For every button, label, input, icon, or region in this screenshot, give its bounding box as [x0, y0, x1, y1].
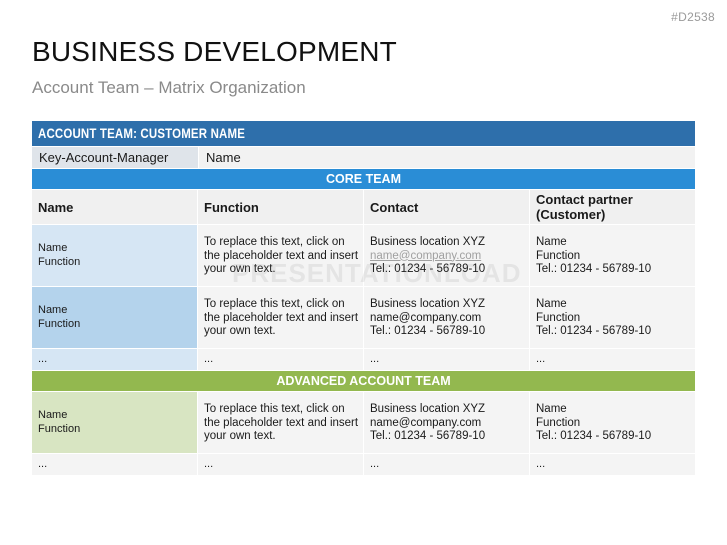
placeholder-cell[interactable]: ... — [198, 454, 363, 475]
contact-phone: Tel.: 01234 - 56789-10 — [370, 325, 486, 337]
partner-phone: Tel.: 01234 - 56789-10 — [536, 263, 652, 275]
desc-line: To replace this text, click on — [204, 403, 345, 415]
table-header: ACCOUNT TEAM: CUSTOMER NAME — [32, 121, 695, 146]
desc-line: To replace this text, click on — [204, 298, 345, 310]
contact-email-link[interactable]: name@company.com — [370, 249, 482, 262]
placeholder-cell[interactable]: ... — [32, 349, 197, 370]
desc-line: the placeholder text and insert — [204, 416, 359, 429]
core-team-band: CORE TEAM — [32, 169, 695, 189]
table-row: Name Function To replace this text, clic… — [32, 287, 695, 348]
member-cell[interactable]: Name Function — [32, 392, 197, 453]
partner-name: Name — [536, 236, 567, 248]
desc-line: your own text. — [204, 430, 276, 442]
member-function: Function — [38, 422, 81, 435]
partner-name: Name — [536, 403, 567, 415]
advanced-team-band: ADVANCED ACCOUNT TEAM — [32, 371, 695, 391]
contact-phone: Tel.: 01234 - 56789-10 — [370, 430, 486, 442]
page-subtitle: Account Team – Matrix Organization — [32, 78, 306, 97]
partner-function: Function — [536, 311, 581, 324]
kam-label: Key-Account-Manager — [32, 147, 198, 168]
contact-location: Business location XYZ — [370, 236, 486, 248]
function-description[interactable]: To replace this text, click on the place… — [198, 225, 363, 286]
desc-line: your own text. — [204, 263, 276, 275]
desc-line: the placeholder text and insert — [204, 311, 359, 324]
partner-function: Function — [536, 416, 581, 429]
column-header-row: Name Function Contact Contact partner (C… — [32, 190, 695, 224]
function-description[interactable]: To replace this text, click on the place… — [198, 392, 363, 453]
table-header-label: ACCOUNT TEAM: CUSTOMER NAME — [38, 125, 246, 141]
contact-email: name@company.com — [370, 416, 482, 429]
member-name: Name — [38, 242, 68, 254]
function-description[interactable]: To replace this text, click on the place… — [198, 287, 363, 348]
table-row: Name Function To replace this text, clic… — [32, 392, 695, 453]
placeholder-cell[interactable]: ... — [364, 454, 529, 475]
slide-id: #D2538 — [671, 10, 715, 24]
desc-line: the placeholder text and insert — [204, 249, 359, 262]
column-header-function: Function — [198, 190, 363, 224]
member-function: Function — [38, 317, 81, 330]
kam-value[interactable]: Name — [199, 147, 695, 168]
contact-cell[interactable]: Business location XYZ name@company.com T… — [364, 225, 529, 286]
member-name: Name — [38, 304, 68, 316]
placeholder-cell[interactable]: ... — [32, 454, 197, 475]
table-row-placeholder: ... ... ... ... — [32, 349, 695, 370]
member-cell[interactable]: Name Function — [32, 287, 197, 348]
contact-phone: Tel.: 01234 - 56789-10 — [370, 263, 486, 275]
partner-function: Function — [536, 249, 581, 262]
partner-cell[interactable]: Name Function Tel.: 01234 - 56789-10 — [530, 225, 695, 286]
desc-line: your own text. — [204, 325, 276, 337]
column-header-partner: Contact partner (Customer) — [530, 190, 695, 224]
member-name: Name — [38, 409, 68, 421]
placeholder-cell[interactable]: ... — [364, 349, 529, 370]
contact-location: Business location XYZ — [370, 298, 486, 310]
contact-cell[interactable]: Business location XYZ name@company.com T… — [364, 287, 529, 348]
table-row: Name Function To replace this text, clic… — [32, 225, 695, 286]
placeholder-cell[interactable]: ... — [198, 349, 363, 370]
partner-phone: Tel.: 01234 - 56789-10 — [536, 325, 652, 337]
contact-email: name@company.com — [370, 311, 482, 324]
table-row-placeholder: ... ... ... ... — [32, 454, 695, 475]
placeholder-cell[interactable]: ... — [530, 349, 695, 370]
partner-phone: Tel.: 01234 - 56789-10 — [536, 430, 652, 442]
member-function: Function — [38, 255, 81, 268]
contact-cell[interactable]: Business location XYZ name@company.com T… — [364, 392, 529, 453]
placeholder-cell[interactable]: ... — [530, 454, 695, 475]
partner-name: Name — [536, 298, 567, 310]
page-title: BUSINESS DEVELOPMENT — [32, 36, 397, 67]
column-header-name: Name — [32, 190, 197, 224]
kam-row: Key-Account-Manager Name — [32, 147, 695, 168]
partner-cell[interactable]: Name Function Tel.: 01234 - 56789-10 — [530, 392, 695, 453]
member-cell[interactable]: Name Function — [32, 225, 197, 286]
account-team-table: ACCOUNT TEAM: CUSTOMER NAME Key-Account-… — [32, 121, 695, 475]
partner-cell[interactable]: Name Function Tel.: 01234 - 56789-10 — [530, 287, 695, 348]
contact-location: Business location XYZ — [370, 403, 486, 415]
desc-line: To replace this text, click on — [204, 236, 345, 248]
column-header-contact: Contact — [364, 190, 529, 224]
